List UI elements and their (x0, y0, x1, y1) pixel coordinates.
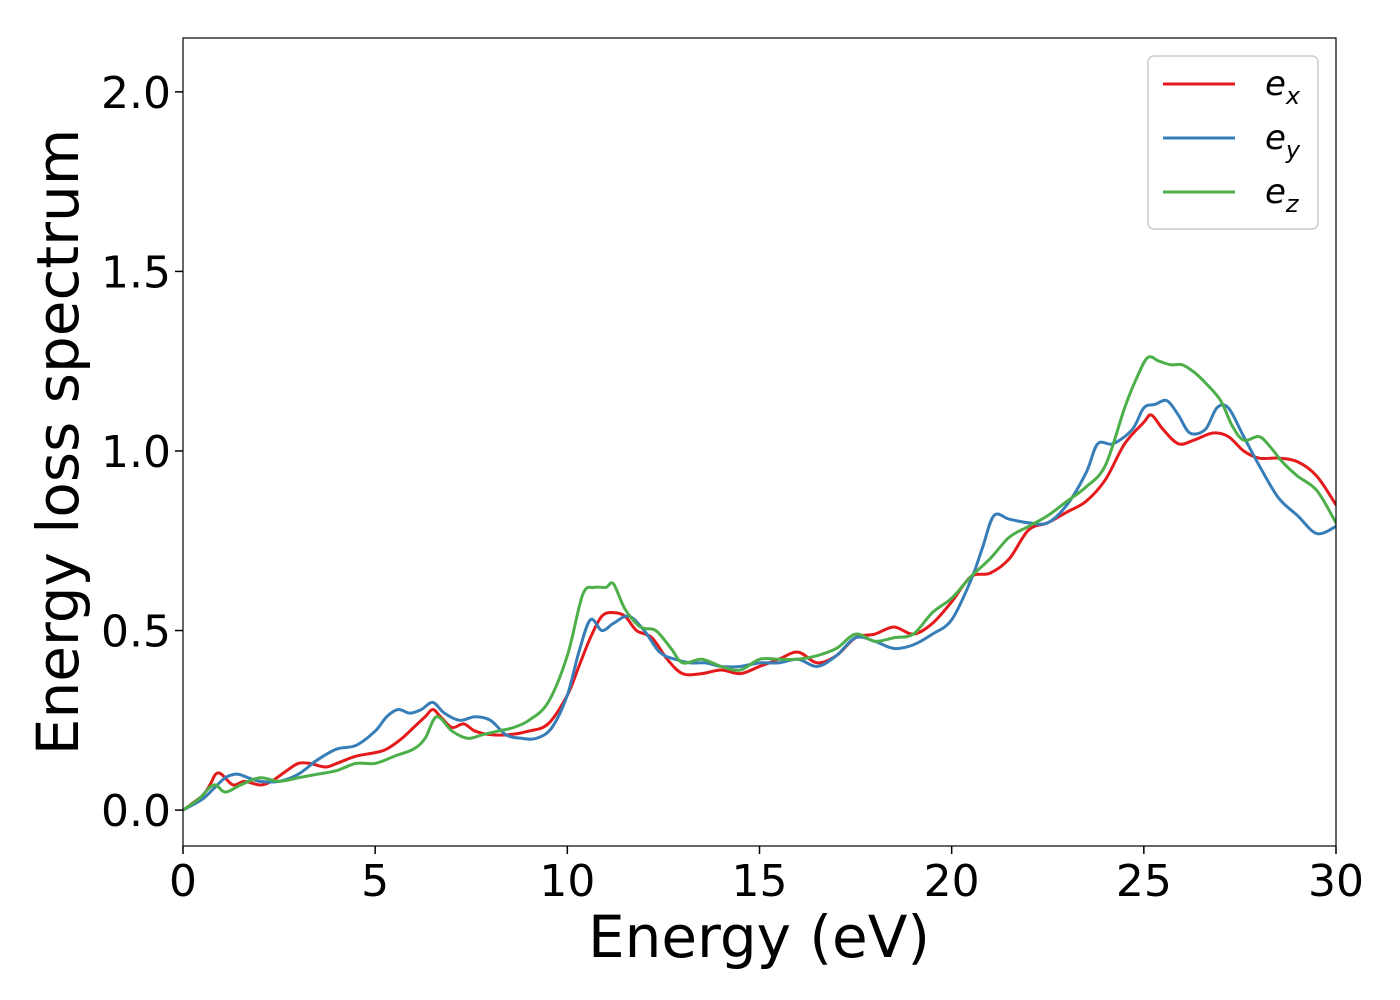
legend-label-ez: ez (1265, 172, 1300, 218)
x-tick-label: 10 (539, 856, 595, 907)
x-tick-label: 20 (924, 856, 980, 907)
x-axis-title: Energy (eV) (588, 903, 930, 971)
y-tick-label: 0.5 (101, 607, 171, 658)
y-tick-label: 0.0 (101, 786, 171, 837)
y-tick-label: 1.5 (101, 247, 171, 298)
x-tick-label: 25 (1116, 856, 1172, 907)
y-tick-label: 2.0 (101, 68, 171, 119)
tick-marks: 0 5 10 15 20 25 30 0.0 0.5 1.0 1.5 2.0 (101, 68, 1364, 907)
legend: ex ey ez (1147, 55, 1319, 230)
x-tick-label: 0 (169, 856, 197, 907)
x-tick-label: 15 (732, 856, 788, 907)
series-line-ex (183, 413, 1336, 812)
series-line-ez (183, 355, 1336, 812)
y-tick-label: 1.0 (101, 427, 171, 478)
plot-area (183, 355, 1336, 812)
legend-label-ex: ex (1265, 64, 1301, 110)
legend-label-ey: ey (1265, 118, 1301, 164)
legend-box (1147, 55, 1319, 230)
x-tick-label: 30 (1308, 856, 1364, 907)
x-tick-label: 5 (361, 856, 389, 907)
y-axis-title: Energy loss spectrum (24, 129, 92, 755)
